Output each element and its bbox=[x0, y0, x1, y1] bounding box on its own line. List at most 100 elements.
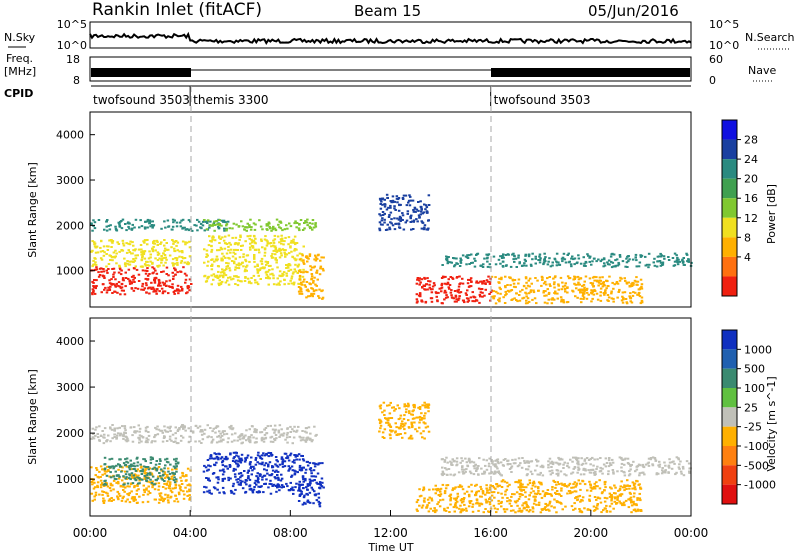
scatter-cell bbox=[218, 440, 221, 443]
scatter-cell bbox=[309, 482, 312, 485]
scatter-cell bbox=[107, 224, 111, 227]
scatter-cell bbox=[419, 293, 422, 296]
scatter-cell bbox=[615, 281, 619, 283]
scatter-cell bbox=[153, 436, 156, 439]
scatter-cell bbox=[492, 255, 496, 258]
scatter-cell bbox=[203, 428, 207, 431]
scatter-cell bbox=[163, 239, 166, 241]
scatter-cell bbox=[259, 278, 262, 280]
scatter-cell bbox=[573, 490, 577, 493]
scatter-cell bbox=[433, 511, 437, 514]
scatter-cell bbox=[418, 406, 422, 408]
scatter-cell bbox=[519, 290, 522, 293]
scatter-cell bbox=[144, 220, 147, 223]
scatter-cell bbox=[106, 485, 110, 488]
scatter-cell bbox=[311, 228, 314, 231]
colorbar-tick-label: 20 bbox=[744, 173, 758, 186]
scatter-cell bbox=[606, 294, 610, 296]
scatter-cell bbox=[286, 264, 290, 267]
scatter-cell bbox=[576, 283, 580, 286]
scatter-cell bbox=[126, 485, 129, 488]
scatter-cell bbox=[502, 458, 506, 461]
scatter-cell bbox=[599, 291, 602, 294]
scatter-cell bbox=[552, 277, 555, 280]
scatter-cell bbox=[168, 435, 172, 438]
scatter-cell bbox=[592, 471, 596, 474]
scatter-cell bbox=[298, 229, 301, 232]
scatter-cell bbox=[90, 437, 93, 440]
scatter-cell bbox=[182, 497, 186, 500]
scatter-cell bbox=[215, 455, 219, 458]
scatter-cell bbox=[279, 280, 282, 283]
scatter-cell bbox=[379, 214, 382, 217]
scatter-cell bbox=[301, 503, 305, 506]
scatter-cell bbox=[95, 246, 98, 249]
scatter-cell bbox=[544, 506, 547, 509]
scatter-cell bbox=[165, 266, 169, 269]
scatter-cell bbox=[187, 262, 191, 265]
scatter-cell bbox=[235, 454, 238, 457]
scatter-cell bbox=[310, 475, 313, 478]
scatter-cell bbox=[305, 427, 308, 430]
scatter-cell bbox=[171, 239, 174, 241]
scatter-cell bbox=[454, 503, 457, 506]
scatter-cell bbox=[626, 479, 629, 482]
scatter-cell bbox=[144, 466, 148, 468]
scatter-cell bbox=[293, 473, 297, 476]
scatter-cell bbox=[488, 503, 492, 506]
scatter-cell bbox=[108, 289, 111, 291]
scatter-cell bbox=[508, 483, 511, 486]
scatter-cell bbox=[600, 511, 603, 514]
scatter-cell bbox=[191, 430, 195, 433]
scatter-cell bbox=[134, 254, 137, 257]
scatter-cell bbox=[441, 483, 445, 486]
scatter-cell bbox=[253, 429, 257, 432]
scatter-cell bbox=[247, 469, 250, 472]
scatter-cell bbox=[133, 486, 136, 489]
scatter-cell bbox=[532, 502, 536, 505]
scatter-cell bbox=[124, 285, 127, 288]
scatter-cell bbox=[632, 484, 636, 487]
scatter-cell bbox=[455, 457, 459, 460]
scatter-cell bbox=[209, 239, 212, 242]
scatter-cell bbox=[287, 243, 290, 246]
scatter-cell bbox=[544, 491, 547, 494]
station-title: Rankin Inlet (fitACF) bbox=[92, 0, 262, 20]
x-tick-label: 00:00 bbox=[73, 526, 108, 540]
scatter-cell bbox=[596, 503, 599, 505]
scatter-cell bbox=[158, 462, 161, 465]
scatter-cell bbox=[181, 257, 185, 260]
scatter-cell bbox=[659, 252, 662, 255]
scatter-cell bbox=[599, 282, 603, 285]
scatter-cell bbox=[115, 478, 118, 481]
scatter-cell bbox=[629, 285, 632, 288]
scatter-cell bbox=[111, 283, 115, 286]
scatter-cell bbox=[320, 256, 323, 259]
scatter-cell bbox=[128, 260, 132, 263]
scatter-cell bbox=[147, 490, 150, 493]
scatter-cell bbox=[450, 261, 453, 264]
scatter-cell bbox=[502, 256, 505, 259]
scatter-cell bbox=[232, 492, 236, 495]
scatter-cell bbox=[479, 264, 483, 267]
scatter-cell bbox=[265, 270, 268, 273]
scatter-cell bbox=[200, 429, 204, 432]
scatter-cell bbox=[313, 465, 317, 468]
scatter-cell bbox=[446, 484, 450, 487]
scatter-cell bbox=[514, 462, 517, 465]
scatter-cell bbox=[202, 491, 206, 494]
scatter-cell bbox=[602, 281, 605, 284]
scatter-cell bbox=[121, 277, 125, 280]
date-title: 05/Jun/2016 bbox=[588, 2, 679, 20]
scatter-cell bbox=[160, 241, 163, 244]
scatter-cell bbox=[273, 431, 276, 434]
scatter-cell bbox=[102, 283, 105, 286]
scatter-cell bbox=[129, 478, 132, 481]
scatter-cell bbox=[441, 466, 444, 469]
scatter-cell bbox=[182, 427, 185, 430]
scatter-cell bbox=[133, 249, 136, 252]
scatter-cell bbox=[637, 483, 640, 486]
scatter-cell bbox=[609, 486, 612, 489]
scatter-cell bbox=[102, 442, 106, 445]
scatter-cell bbox=[540, 284, 543, 287]
